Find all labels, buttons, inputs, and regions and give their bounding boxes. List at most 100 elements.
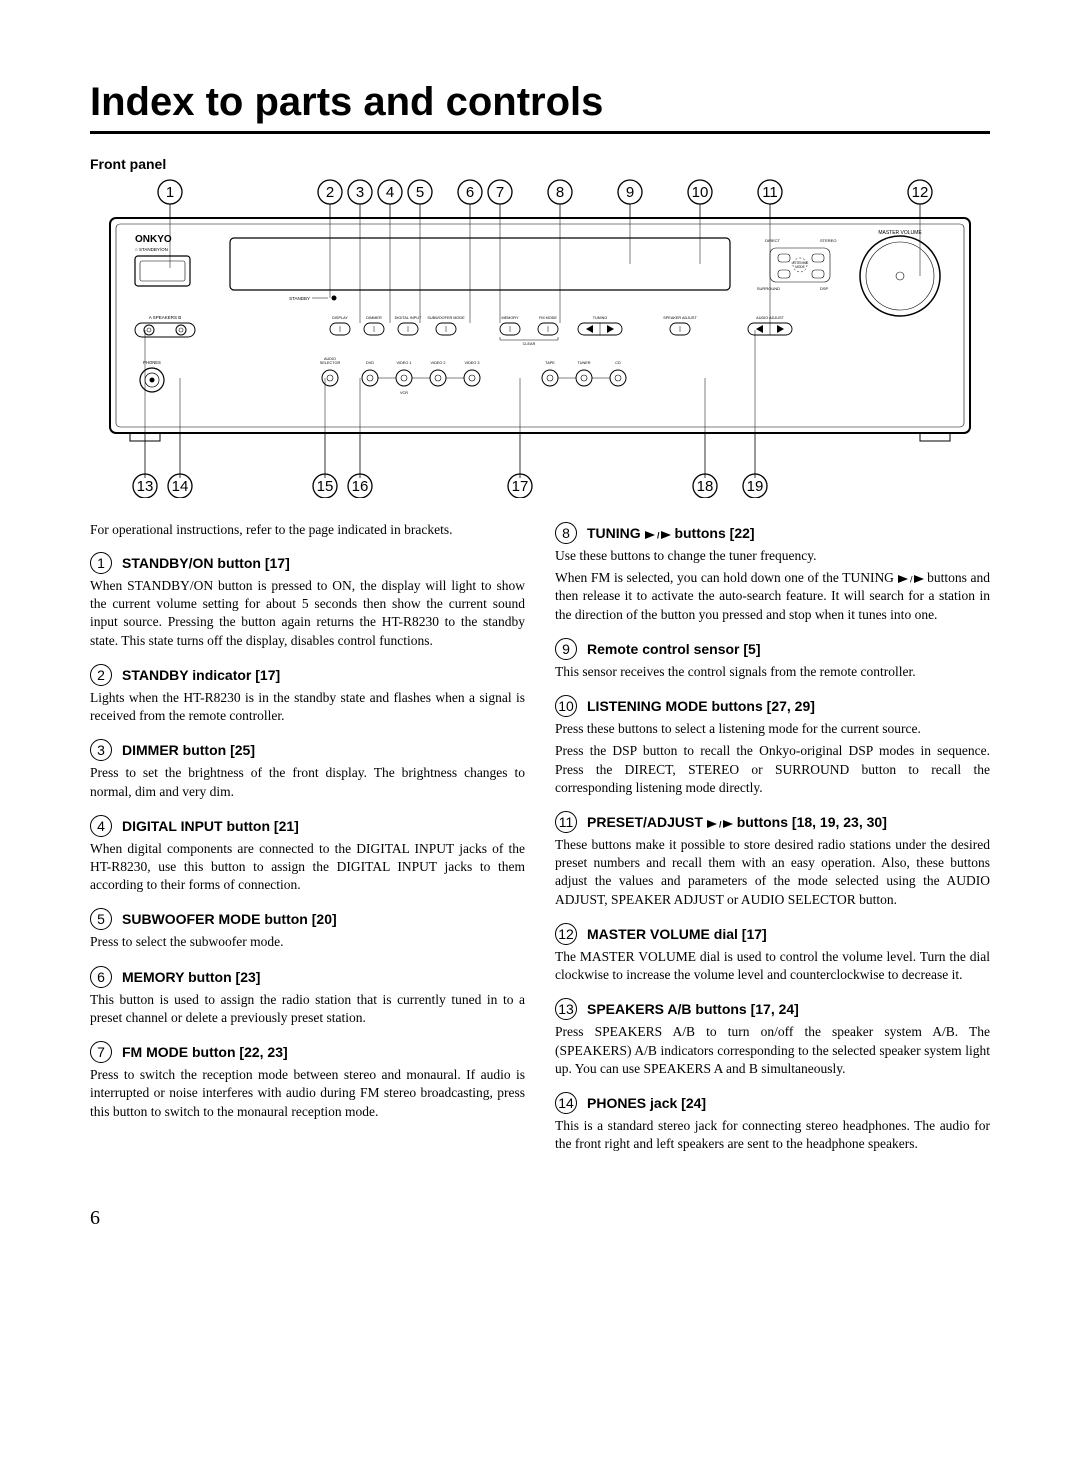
- item-6: 6 MEMORY button [23] This button is used t…: [90, 966, 525, 1027]
- svg-text:MASTER VOLUME: MASTER VOLUME: [878, 230, 922, 236]
- svg-text:5: 5: [416, 184, 424, 201]
- svg-text:DVD: DVD: [366, 361, 374, 365]
- item-body-1: When STANDBY/ON button is pressed to ON,…: [90, 577, 525, 650]
- svg-text:SURROUND: SURROUND: [757, 286, 780, 291]
- svg-text:VCR: VCR: [400, 391, 408, 395]
- svg-text:/: /: [657, 531, 660, 541]
- svg-text:8: 8: [556, 184, 564, 201]
- svg-text:CD: CD: [615, 361, 621, 365]
- svg-text:DISPLAY: DISPLAY: [332, 316, 348, 320]
- svg-text:TAPE: TAPE: [545, 361, 555, 365]
- item-14: 14 PHONES jack [24] This is a standard ste…: [555, 1092, 990, 1153]
- svg-text:VIDEO 2: VIDEO 2: [431, 361, 446, 365]
- item-body-6: This button is used to assign the radio …: [90, 991, 525, 1027]
- item-1: 1STANDBY/ON button [17]When STANDBY/ON b…: [90, 552, 525, 650]
- left-column: For operational instructions, refer to t…: [90, 522, 525, 1167]
- item-title-4: DIGITAL INPUT button [21]: [122, 818, 299, 834]
- svg-text:○ STANDBY/ON: ○ STANDBY/ON: [135, 247, 168, 252]
- svg-text:STEREO: STEREO: [820, 238, 836, 243]
- item-7: 7 FM MODE button [22, 23] Press to switch …: [90, 1041, 525, 1121]
- svg-text:SUBWOOFER MODE: SUBWOOFER MODE: [427, 316, 465, 320]
- item-number-11: 11: [555, 811, 577, 833]
- svg-text:FM MODE: FM MODE: [539, 316, 557, 320]
- svg-text:A SPEAKERS B: A SPEAKERS B: [149, 315, 182, 320]
- svg-text:3: 3: [356, 184, 364, 201]
- item-title-14: PHONES jack [24]: [587, 1095, 706, 1111]
- svg-text:DIRECT: DIRECT: [765, 238, 780, 243]
- item-body-13: Press SPEAKERS A/B to turn on/off the sp…: [555, 1023, 990, 1078]
- svg-text:ONKYO: ONKYO: [135, 234, 172, 245]
- item-number-7: 7: [90, 1041, 112, 1063]
- svg-text:SPEAKER ADJUST: SPEAKER ADJUST: [663, 316, 697, 320]
- svg-text:VIDEO 3: VIDEO 3: [465, 361, 480, 365]
- svg-text:14: 14: [172, 478, 189, 495]
- svg-text:SELECTOR: SELECTOR: [320, 361, 341, 365]
- svg-text:DIMMER: DIMMER: [366, 316, 382, 320]
- item-body-3: Press to set the brightness of the front…: [90, 764, 525, 800]
- item-number-6: 6: [90, 966, 112, 988]
- svg-text:MODE: MODE: [795, 265, 805, 269]
- item-5: 5 SUBWOOFER MODE button [20] Press to sele…: [90, 908, 525, 951]
- item-number-5: 5: [90, 908, 112, 930]
- svg-text:7: 7: [496, 184, 504, 201]
- svg-text:1: 1: [166, 184, 174, 201]
- svg-text:15: 15: [317, 478, 334, 495]
- item-body-10: Press these buttons to select a listenin…: [555, 720, 990, 738]
- item-title-10: LISTENING MODE buttons [27, 29]: [587, 698, 815, 714]
- item-4: 4DIGITAL INPUT button [21]When digital c…: [90, 815, 525, 895]
- item-number-3: 3: [90, 739, 112, 761]
- svg-text:9: 9: [626, 184, 634, 201]
- item-title-12: MASTER VOLUME dial [17]: [587, 926, 767, 942]
- svg-text:STANDBY: STANDBY: [289, 296, 310, 301]
- item-body-9: This sensor receives the control signals…: [555, 663, 990, 681]
- item-2: 2STANDBY indicator [17]Lights when the H…: [90, 664, 525, 725]
- right-column: 8 TUNING / buttons [22] Use these buttons …: [555, 522, 990, 1167]
- item-number-13: 13: [555, 998, 577, 1020]
- item-body-8: Use these buttons to change the tuner fr…: [555, 547, 990, 565]
- item-12: 12 MASTER VOLUME dial [17] The MASTER VOLU…: [555, 923, 990, 984]
- svg-text:11: 11: [762, 184, 778, 201]
- svg-text:CLEAR: CLEAR: [523, 342, 536, 346]
- item-title-6: MEMORY button [23]: [122, 969, 260, 985]
- item-body-7: Press to switch the reception mode betwe…: [90, 1066, 525, 1121]
- item-title-8: TUNING / buttons [22]: [587, 525, 755, 541]
- item-body-11: These buttons make it possible to store …: [555, 836, 990, 909]
- item-11: 11 PRESET/ADJUST / buttons [18, 19, 23, 3…: [555, 811, 990, 909]
- item-8: 8 TUNING / buttons [22] Use these buttons …: [555, 522, 990, 624]
- svg-text:19: 19: [747, 478, 764, 495]
- item-title-3: DIMMER button [25]: [122, 742, 255, 758]
- item-number-9: 9: [555, 638, 577, 660]
- page-title: Index to parts and controls: [90, 80, 990, 134]
- svg-text:16: 16: [352, 478, 369, 495]
- item-body-5: Press to select the subwoofer mode.: [90, 933, 525, 951]
- svg-text:4: 4: [386, 184, 394, 201]
- item-title-5: SUBWOOFER MODE button [20]: [122, 911, 337, 927]
- item-title-1: STANDBY/ON button [17]: [122, 555, 290, 571]
- svg-text:/: /: [910, 575, 913, 585]
- svg-text:13: 13: [137, 478, 154, 495]
- item-body-12: The MASTER VOLUME dial is used to contro…: [555, 948, 990, 984]
- item-13: 13 SPEAKERS A/B buttons [17, 24] Press SPE…: [555, 998, 990, 1078]
- item-title-7: FM MODE button [22, 23]: [122, 1044, 288, 1060]
- intro-text: For operational instructions, refer to t…: [90, 522, 525, 538]
- svg-text:DSP: DSP: [820, 286, 829, 291]
- svg-text:AUDIO ADJUST: AUDIO ADJUST: [756, 316, 784, 320]
- item-title-11: PRESET/ADJUST / buttons [18, 19, 23, 30]: [587, 814, 887, 830]
- svg-text:TUNER: TUNER: [577, 361, 590, 365]
- item-body-14: This is a standard stereo jack for conne…: [555, 1117, 990, 1153]
- item-3: 3 DIMMER button [25] Press to set the brig…: [90, 739, 525, 800]
- svg-text:DIGITAL INPUT: DIGITAL INPUT: [395, 316, 422, 320]
- item-title-13: SPEAKERS A/B buttons [17, 24]: [587, 1001, 799, 1017]
- svg-text:VIDEO 1: VIDEO 1: [397, 361, 412, 365]
- item-9: 9 Remote control sensor [5] This sensor re…: [555, 638, 990, 681]
- svg-text:TUNING: TUNING: [593, 316, 608, 320]
- item-body-2: Lights when the HT-R8230 is in the stand…: [90, 689, 525, 725]
- item-number-8: 8: [555, 522, 577, 544]
- svg-text:/: /: [719, 819, 722, 829]
- page-number: 6: [90, 1207, 990, 1230]
- item-number-14: 14: [555, 1092, 577, 1114]
- item-number-12: 12: [555, 923, 577, 945]
- item-title-9: Remote control sensor [5]: [587, 641, 760, 657]
- item-number-2: 2: [90, 664, 112, 686]
- item-10: 10LISTENING MODE buttons [27, 29]Press t…: [555, 695, 990, 797]
